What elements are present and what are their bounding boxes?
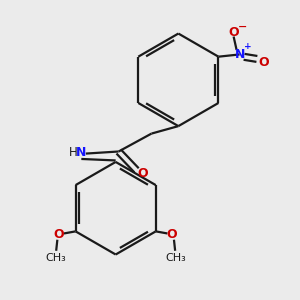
Text: O: O [137, 167, 148, 180]
Text: CH₃: CH₃ [45, 253, 66, 262]
Text: O: O [228, 26, 239, 38]
Text: −: − [238, 22, 247, 32]
Text: CH₃: CH₃ [165, 253, 186, 262]
Text: O: O [167, 228, 178, 241]
Text: H: H [69, 146, 78, 159]
Text: O: O [54, 228, 64, 241]
Text: N: N [234, 48, 245, 61]
Text: N: N [76, 146, 86, 159]
Text: O: O [258, 56, 269, 69]
Text: +: + [244, 43, 252, 52]
